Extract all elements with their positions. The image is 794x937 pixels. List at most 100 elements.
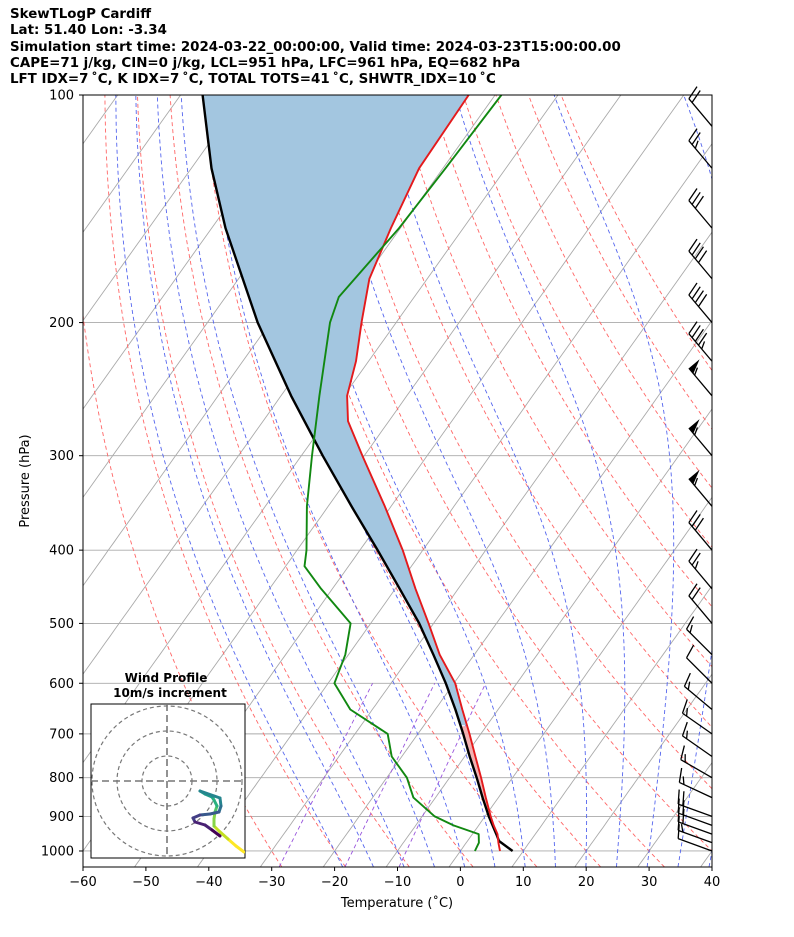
moist-adiabat (115, 95, 344, 867)
isotherm (385, 408, 712, 867)
y-tick-label: 100 (49, 89, 74, 104)
isotherm (511, 584, 712, 867)
isotherm (83, 95, 370, 499)
isotherm (83, 95, 307, 410)
x-tick-label: 10 (515, 875, 532, 890)
wind-barb (688, 469, 713, 507)
isotherm (574, 673, 712, 867)
cape-line: CAPE=71 j/kg, CIN=0 j/kg, LCL=951 hPa, L… (10, 55, 521, 71)
moist-adiabat (207, 95, 466, 867)
wind-barb (685, 616, 713, 656)
wind-barb (678, 767, 713, 799)
moist-adiabat (322, 95, 556, 867)
wind-barb (688, 188, 713, 229)
dry-adiabat (299, 95, 712, 852)
moist-adiabat (553, 95, 675, 867)
hodograph-segment (234, 844, 245, 854)
dry-adiabat (332, 95, 712, 790)
wind-barb (688, 419, 713, 457)
x-tick-label: −50 (132, 875, 159, 890)
index-line: LFT IDX=7 ˚C, K IDX=7 ˚C, TOTAL TOTS=41 … (10, 72, 496, 88)
wind-barb (681, 721, 713, 758)
dry-adiabat (267, 95, 665, 867)
isotherm (83, 95, 496, 675)
wind-barb (683, 672, 713, 711)
wind-barb (688, 321, 713, 362)
inset-subtitle: 10m/s increment (113, 686, 227, 700)
y-tick-label: 200 (49, 316, 74, 331)
isotherm (637, 761, 712, 867)
moist-adiabat (156, 95, 405, 867)
isotherm (322, 319, 712, 867)
x-tick-label: 20 (578, 875, 595, 890)
wind-barbs (677, 86, 713, 852)
moist-adiabat (677, 95, 712, 867)
mixing-ratio-line (278, 683, 373, 867)
y-tick-label: 800 (49, 771, 74, 786)
wind-barb (681, 699, 713, 735)
wind-barb (688, 548, 713, 590)
wind-barb (688, 282, 713, 323)
wind-barb (688, 128, 713, 169)
dry-adiabat (397, 95, 712, 668)
hodograph-segment (208, 810, 221, 816)
hodograph-inset: Wind Profile 10m/s increment (90, 671, 246, 859)
parcel-path (201, 95, 514, 852)
wind-barb (688, 583, 713, 624)
moist-adiabat (708, 848, 712, 867)
dry-adiabat (560, 95, 712, 372)
moist-adiabat (380, 95, 588, 867)
x-tick-label: 0 (456, 875, 464, 890)
wind-barb (680, 745, 713, 779)
y-tick-label: 600 (49, 677, 74, 692)
wind-barb (688, 510, 713, 551)
y-tick-label: 500 (49, 617, 74, 632)
dry-adiabat (202, 95, 538, 867)
x-tick-label: 40 (704, 875, 721, 890)
y-tick-label: 700 (49, 727, 74, 742)
dry-adiabat (104, 95, 346, 867)
mixing-ratio-line (398, 683, 487, 867)
dry-adiabat (83, 311, 283, 867)
isotherm (700, 850, 712, 867)
mixing-ratio-line (344, 683, 436, 867)
dry-adiabat (169, 95, 474, 867)
dry-adiabat (462, 95, 712, 548)
hodograph-segment (210, 828, 222, 838)
time-line: Simulation start time: 2024-03-22_00:00:… (10, 39, 621, 55)
x-tick-label: −60 (69, 875, 96, 890)
profile-layer (201, 95, 514, 852)
x-tick-label: −20 (321, 875, 348, 890)
wind-barb (677, 789, 713, 818)
hodograph-segment (226, 837, 238, 848)
hodograph-segment (217, 829, 230, 841)
location-line: Lat: 51.40 Lon: -3.34 (10, 23, 167, 39)
y-tick-label: 1000 (41, 844, 74, 859)
moist-adiabat (180, 95, 435, 867)
dry-adiabat (430, 95, 712, 608)
dry-adiabat (365, 95, 712, 729)
hodograph-segment (193, 820, 207, 827)
isotherm (448, 496, 712, 867)
wind-barb (688, 359, 713, 397)
y-tick-label: 900 (49, 810, 74, 825)
wind-barb (685, 644, 713, 684)
dry-adiabat (528, 95, 712, 430)
chart-header: SkewTLogP Cardiff Lat: 51.40 Lon: -3.34 … (10, 7, 621, 88)
x-tick-label: −40 (195, 875, 222, 890)
temperature-line (346, 95, 501, 852)
x-tick-label: −30 (258, 875, 285, 890)
inset-title: Wind Profile (125, 671, 208, 685)
x-tick-label: −10 (384, 875, 411, 890)
dry-adiabat (495, 95, 712, 489)
wind-barb (688, 238, 713, 280)
cape-area (202, 95, 469, 726)
moist-adiabat (135, 95, 374, 867)
moist-adiabat (455, 95, 626, 867)
hodograph-segment (198, 789, 222, 800)
y-tick-label: 300 (49, 449, 74, 464)
moist-adiabat (276, 95, 526, 867)
y-axis-label: Pressure (hPa) (18, 434, 33, 527)
hodograph-segment (198, 812, 212, 817)
